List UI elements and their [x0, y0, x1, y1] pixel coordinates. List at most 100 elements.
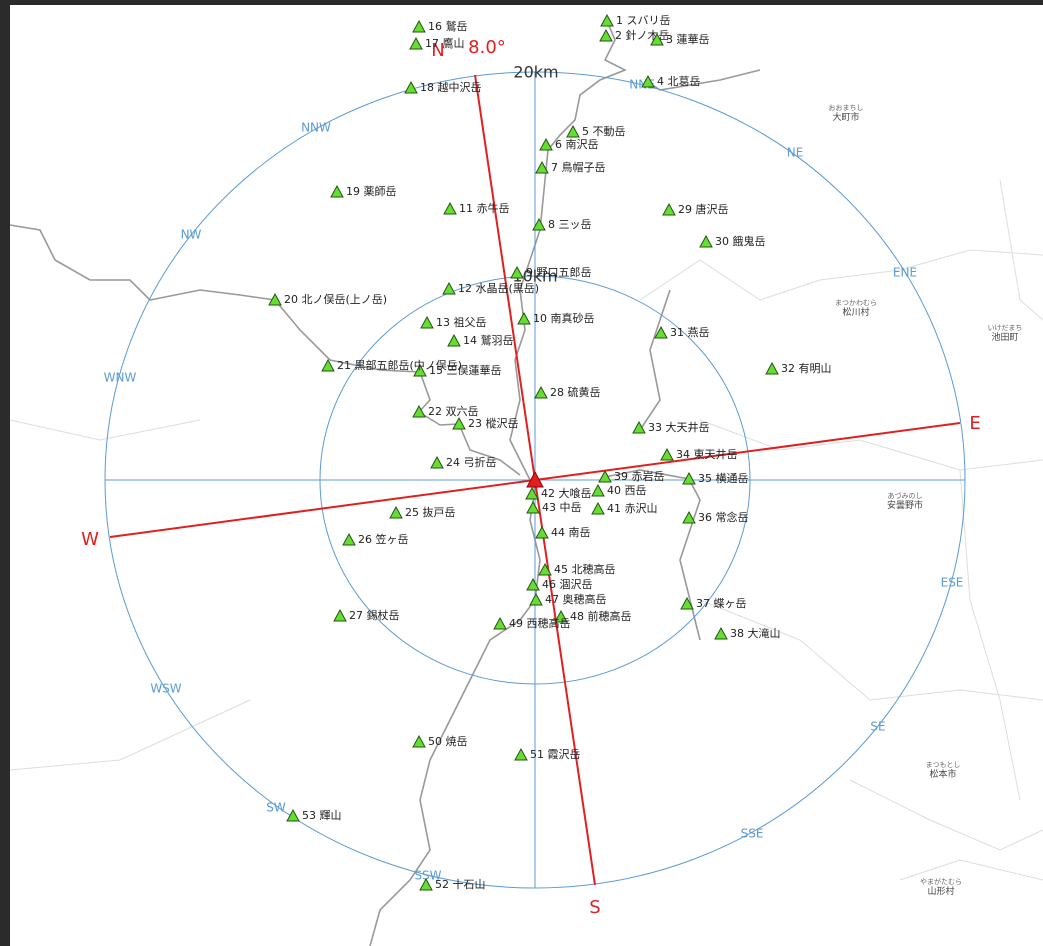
peak-label: 47 奥穂高岳 [545, 592, 607, 606]
peak-label: 19 薬師岳 [346, 185, 397, 198]
peak-label: 30 餓鬼岳 [715, 234, 766, 248]
place-kana: いけだまち [988, 324, 1023, 332]
peak-label: 24 弓折岳 [446, 455, 497, 469]
peak-marker [599, 28, 613, 42]
ring-label: 10km [512, 267, 557, 286]
peak-label: 42 大喰岳 [541, 486, 592, 500]
direction-label: SSW [414, 869, 441, 883]
ring-label: 20km [513, 63, 558, 82]
peak-marker [420, 315, 434, 329]
peak-marker [443, 201, 457, 215]
peak-label: 51 霞沢岳 [530, 747, 581, 761]
peak-label: 49 西穂高岳 [509, 616, 571, 630]
peak-marker [419, 877, 433, 891]
peak-label: 39 赤岩岳 [614, 469, 665, 483]
peak-marker [650, 32, 664, 46]
peak-label: 10 南真砂岳 [533, 311, 595, 325]
peak-marker [641, 74, 655, 88]
direction-label: NW [181, 228, 202, 242]
peak-marker [591, 501, 605, 515]
direction-label: WNW [104, 371, 137, 385]
peak-marker [430, 455, 444, 469]
peak-label: 15 三俣蓮華岳 [429, 363, 502, 377]
direction-label: SSE [741, 827, 764, 841]
place-name: 池田町 [991, 331, 1018, 343]
peak-label: 32 有明山 [781, 361, 832, 375]
peak-label: 43 中岳 [542, 501, 582, 514]
peak-marker [534, 385, 548, 399]
north-label: N [431, 40, 444, 61]
peak-marker [493, 616, 507, 630]
east-label: E [969, 413, 980, 434]
peak-marker [554, 609, 568, 623]
peak-label: 9 野口五郎岳 [526, 265, 592, 279]
place-name: 松本市 [929, 768, 956, 780]
peak-marker [447, 333, 461, 347]
peak-marker [680, 596, 694, 610]
peak-marker [662, 202, 676, 216]
peak-marker [682, 510, 696, 524]
place-name: 山形村 [927, 885, 954, 897]
peak-label: 29 唐沢岳 [678, 202, 729, 216]
peak-label: 7 鳥帽子岳 [551, 160, 606, 174]
direction-label: ENE [893, 266, 917, 280]
peak-label: 44 南岳 [551, 526, 591, 539]
peak-marker [412, 734, 426, 748]
peak-marker [538, 562, 552, 576]
peak-label: 28 硫黄岳 [550, 385, 601, 399]
peak-label: 45 北穂高岳 [554, 562, 616, 576]
peak-label: 12 水晶岳(黒岳) [458, 282, 539, 295]
peak-marker [514, 747, 528, 761]
peak-label: 37 蝶ヶ岳 [696, 596, 747, 610]
peak-marker [532, 217, 546, 231]
peak-label: 48 前穂高岳 [570, 609, 632, 623]
peak-label: 34 東天井岳 [676, 447, 738, 461]
peak-marker [526, 577, 540, 591]
direction-label: WSW [150, 682, 181, 696]
peak-label: 1 スバリ岳 [616, 14, 671, 27]
peak-label: 38 大滝山 [730, 626, 781, 640]
direction-label: NNW [301, 121, 331, 135]
peak-marker [333, 608, 347, 622]
peak-marker [442, 281, 456, 295]
peak-label: 46 涸沢岳 [542, 577, 593, 591]
peak-label: 18 越中沢岳 [420, 80, 482, 94]
peak-label: 25 抜戸岳 [405, 505, 456, 519]
boundaries [9, 179, 1043, 881]
angle-label: 8.0° [468, 37, 506, 58]
direction-label: SW [266, 801, 286, 815]
peak-marker [535, 160, 549, 174]
peak-marker [535, 525, 549, 539]
peak-marker [529, 592, 543, 606]
peak-marker [526, 500, 540, 514]
peak-label: 21 黒部五郎岳(中ノ俣岳) [337, 358, 462, 372]
peak-marker [409, 36, 423, 50]
place-name: 大町市 [832, 111, 859, 123]
direction-label: SE [870, 720, 885, 734]
place-kana: まつもとし [926, 761, 961, 769]
peak-marker [517, 311, 531, 325]
peak-label: 50 焼岳 [428, 735, 468, 748]
peak-marker [404, 80, 418, 94]
peak-label: 3 蓮華岳 [666, 32, 710, 46]
peak-marker [699, 234, 713, 248]
peak-marker [714, 626, 728, 640]
peak-marker [412, 404, 426, 418]
peak-marker [510, 265, 524, 279]
peak-label: 2 針ノ木岳 [615, 28, 670, 42]
west-label: W [81, 529, 99, 550]
peak-marker [566, 124, 580, 138]
peak-label: 52 十石山 [435, 877, 486, 891]
direction-label: NE [787, 146, 804, 160]
place-name: 松川村 [842, 306, 869, 318]
center-marker [526, 470, 544, 488]
peak-marker [682, 471, 696, 485]
peak-label: 27 錫杖岳 [349, 608, 400, 622]
peak-label: 53 輝山 [302, 809, 342, 822]
peak-marker [632, 420, 646, 434]
peak-label: 35 横通岳 [698, 471, 749, 485]
peak-marker [286, 808, 300, 822]
peak-label: 23 樅沢岳 [468, 416, 519, 430]
place-name: 安曇野市 [887, 499, 923, 511]
